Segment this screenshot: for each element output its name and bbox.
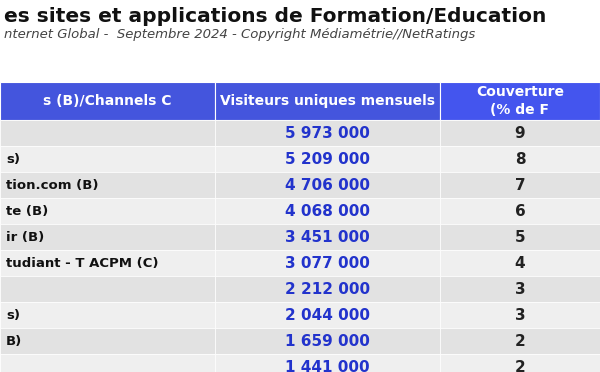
Bar: [440, 354, 600, 372]
Bar: [0, 172, 215, 198]
Text: 5 973 000: 5 973 000: [285, 125, 370, 141]
Bar: [440, 172, 600, 198]
Bar: [215, 120, 440, 146]
Bar: [440, 302, 600, 328]
Text: tudiant - T ACPM (C): tudiant - T ACPM (C): [6, 257, 158, 269]
Bar: [0, 120, 215, 146]
Text: 3 077 000: 3 077 000: [285, 256, 370, 270]
Bar: [440, 250, 600, 276]
Text: tion.com (B): tion.com (B): [6, 179, 98, 192]
Text: ir (B): ir (B): [6, 231, 44, 244]
Text: Visiteurs uniques mensuels: Visiteurs uniques mensuels: [220, 94, 435, 108]
Text: 2: 2: [515, 359, 526, 372]
Bar: [215, 198, 440, 224]
Bar: [215, 146, 440, 172]
Text: 3 451 000: 3 451 000: [285, 230, 370, 244]
Text: 1 659 000: 1 659 000: [285, 334, 370, 349]
Bar: [215, 250, 440, 276]
Text: nternet Global -  Septembre 2024 - Copyright Médiamétrie//NetRatings: nternet Global - Septembre 2024 - Copyri…: [4, 28, 475, 41]
Text: te (B): te (B): [6, 205, 48, 218]
Bar: [440, 82, 600, 120]
Bar: [215, 302, 440, 328]
Bar: [0, 276, 215, 302]
Bar: [440, 146, 600, 172]
Bar: [440, 224, 600, 250]
Bar: [0, 354, 215, 372]
Text: 1 441 000: 1 441 000: [285, 359, 370, 372]
Bar: [215, 224, 440, 250]
Bar: [0, 302, 215, 328]
Bar: [440, 198, 600, 224]
Bar: [215, 354, 440, 372]
Text: s): s): [6, 153, 20, 166]
Text: 8: 8: [515, 151, 526, 167]
Text: 9: 9: [515, 125, 526, 141]
Text: 5: 5: [515, 230, 526, 244]
Bar: [0, 328, 215, 354]
Bar: [440, 276, 600, 302]
Bar: [215, 172, 440, 198]
Text: s (B)/Channels C: s (B)/Channels C: [43, 94, 172, 108]
Text: 4: 4: [515, 256, 526, 270]
Text: es sites et applications de Formation/Education: es sites et applications de Formation/Ed…: [4, 7, 547, 26]
Text: 4 068 000: 4 068 000: [285, 203, 370, 218]
Text: 5 209 000: 5 209 000: [285, 151, 370, 167]
Text: 2 044 000: 2 044 000: [285, 308, 370, 323]
Text: 7: 7: [515, 177, 526, 192]
Bar: [215, 328, 440, 354]
Text: s): s): [6, 308, 20, 321]
Text: 3: 3: [515, 282, 526, 296]
Text: 6: 6: [515, 203, 526, 218]
Bar: [215, 82, 440, 120]
Bar: [0, 198, 215, 224]
Text: B): B): [6, 334, 22, 347]
Bar: [440, 328, 600, 354]
Bar: [0, 82, 215, 120]
Text: 4 706 000: 4 706 000: [285, 177, 370, 192]
Bar: [215, 276, 440, 302]
Text: 3: 3: [515, 308, 526, 323]
Text: Couverture
(% de F: Couverture (% de F: [476, 85, 564, 117]
Text: 2 212 000: 2 212 000: [285, 282, 370, 296]
Bar: [0, 146, 215, 172]
Bar: [0, 250, 215, 276]
Bar: [440, 120, 600, 146]
Bar: [0, 224, 215, 250]
Text: 2: 2: [515, 334, 526, 349]
